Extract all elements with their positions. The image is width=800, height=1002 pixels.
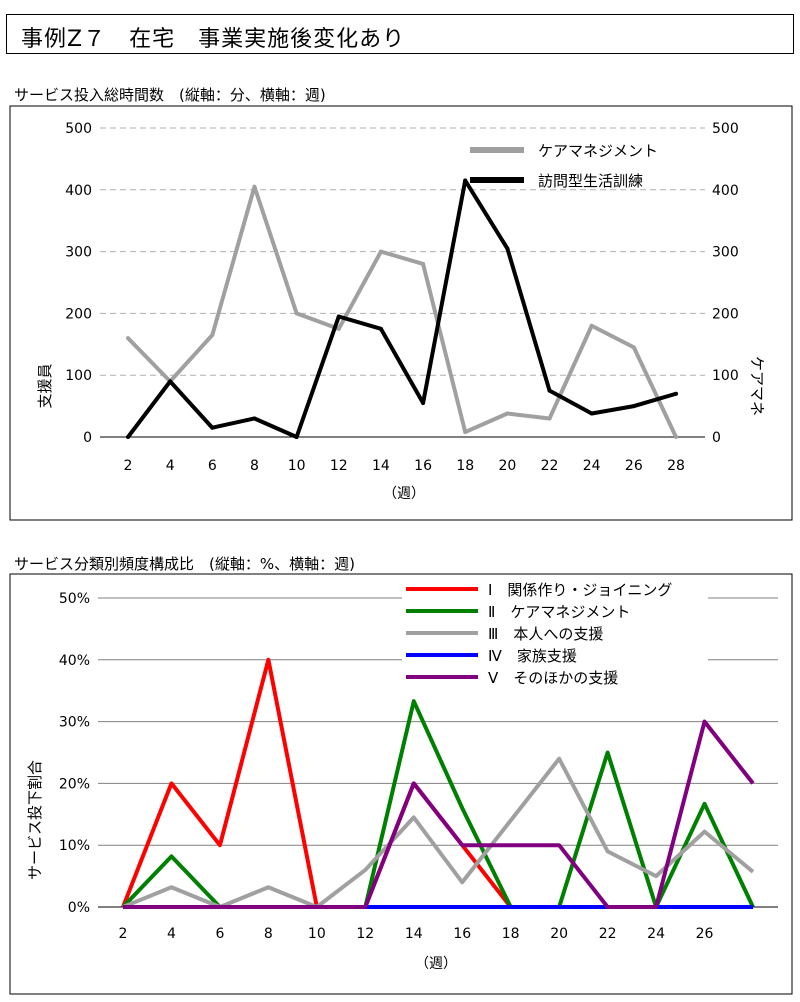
chart1-xtick: 28 [667,458,685,474]
chart1-xlabel: （週） [383,486,425,502]
chart1-point [589,411,594,416]
chart1-xtick: 12 [330,458,348,474]
chart1-xtick: 22 [541,458,559,474]
chart1-series-line-2 [126,178,677,439]
chart2-ylabel: サービス投下割合 [26,760,44,880]
chart1-xtick: 16 [414,458,432,474]
chart1-point [463,430,468,435]
chart1-point [294,311,299,316]
chart1-ytick-right: 0 [712,430,721,446]
chart1-xtick: 10 [288,458,306,474]
chart1-ytick-right: 500 [712,121,739,137]
chart1-ytick-right: 100 [712,368,739,384]
chart2-xtick: 2 [119,926,128,942]
chart1-ytick-left: 300 [65,245,92,261]
chart1-xtick: 20 [498,458,516,474]
chart1-point [210,425,215,430]
chart1-point [631,404,636,409]
chart2-ytick: 40% [59,653,90,669]
chart1-xtick: 18 [456,458,474,474]
chart1-point [674,435,678,439]
chart1-point [505,411,510,416]
chart1-point [505,246,510,251]
chart1-xtick: 4 [166,458,175,474]
chart1-point [252,184,257,189]
chart2-service-composition: サービス投下割合 （週） 0%10%20%30%40%50%2 4 6 8 10 12 14… [9,573,793,995]
chart2-xtick: 12 [356,926,374,942]
chart2-ytick: 0% [68,900,90,916]
chart1-xtick: 6 [208,458,217,474]
chart1-point [463,178,468,183]
chart1-ylabel-left: 支援員 [36,363,54,408]
chart1-legend-label: 訪問型生活訓練 [538,172,643,190]
chart1-ytick-right: 400 [712,183,739,199]
chart1-ytick-left: 400 [65,183,92,199]
chart1-ytick-left: 100 [65,368,92,384]
chart2-xtick: 14 [405,926,423,942]
chart2-ytick: 50% [59,591,90,607]
chart2-ytick: 10% [59,838,90,854]
chart2-series-line-5 [123,719,755,909]
chart1-point [126,336,130,341]
chart1-ytick-left: 200 [65,306,92,322]
page-title-box: 事例Z７ 在宅 事業実施後変化あり [6,14,794,54]
chart2-ytick: 20% [59,776,90,792]
page-title: 事例Z７ 在宅 事業実施後変化あり [21,27,406,52]
chart2-xtick: 24 [647,926,665,942]
chart2-frame [9,573,793,995]
chart1-ytick-left: 0 [83,430,92,446]
chart1-service-hours: 支援員 ケアマネ （週） 0 100 200 300 400 500 0 100 200 300 4… [9,105,793,521]
chart1-point [294,435,299,439]
chart1-ylabel-right: ケアマネ [748,356,766,416]
chart1-point [210,333,215,338]
chart2-xtick: 18 [502,926,520,942]
chart2-xtick: 26 [696,926,714,942]
chart2-series-line-3 [122,756,755,909]
chart2-legend-label: Ⅰ 関係作り・ジョイニング [488,581,672,599]
chart1-series-line-1 [126,184,678,438]
chart1-point [547,388,552,393]
chart1-title: サービス投入総時間数 (縦軸：分、横軸：週) [14,86,326,104]
chart2-title: サービス分類別頻度構成比 (縦軸：%、横軸：週) [14,555,355,573]
chart2-xtick: 20 [550,926,568,942]
chart1-point [336,314,341,319]
chart2-legend-label: Ⅱ ケアマネジメント [488,603,630,621]
chart2-ytick: 30% [59,715,90,731]
chart2-xtick: 4 [167,926,176,942]
chart1-point [674,391,678,396]
chart1-point [126,435,130,439]
chart2-legend-label: Ⅳ 家族支援 [488,647,577,665]
chart1-point [252,416,257,421]
chart2-xlabel: （週） [415,956,457,972]
chart1-point [589,323,594,328]
chart2-legend-label: Ⅴ そのほかの支援 [488,669,618,687]
chart2-xtick: 6 [215,926,224,942]
chart1-point [336,326,341,331]
chart1-ytick-right: 200 [712,306,739,322]
chart1-xtick: 8 [250,458,259,474]
chart1-xtick: 24 [583,458,601,474]
chart2-legend-label: Ⅲ 本人への支援 [488,625,603,643]
chart1-xtick: 26 [625,458,643,474]
chart1-xtick: 14 [372,458,390,474]
chart2-xtick: 22 [599,926,617,942]
chart1-point [421,261,426,266]
chart2-xtick: 8 [264,926,273,942]
chart1-point [631,345,636,350]
chart1-point [378,249,383,254]
chart1-point [378,326,383,331]
chart1-legend-label: ケアマネジメント [538,142,658,160]
chart1-point [421,401,426,406]
chart1-xtick: 2 [124,458,133,474]
chart1-point [547,416,552,421]
chart2-xtick: 10 [308,926,326,942]
chart2-xtick: 16 [453,926,471,942]
chart1-ytick-left: 500 [65,121,92,137]
chart1-frame [9,105,793,521]
chart1-ytick-right: 300 [712,245,739,261]
chart1-point [168,379,173,384]
